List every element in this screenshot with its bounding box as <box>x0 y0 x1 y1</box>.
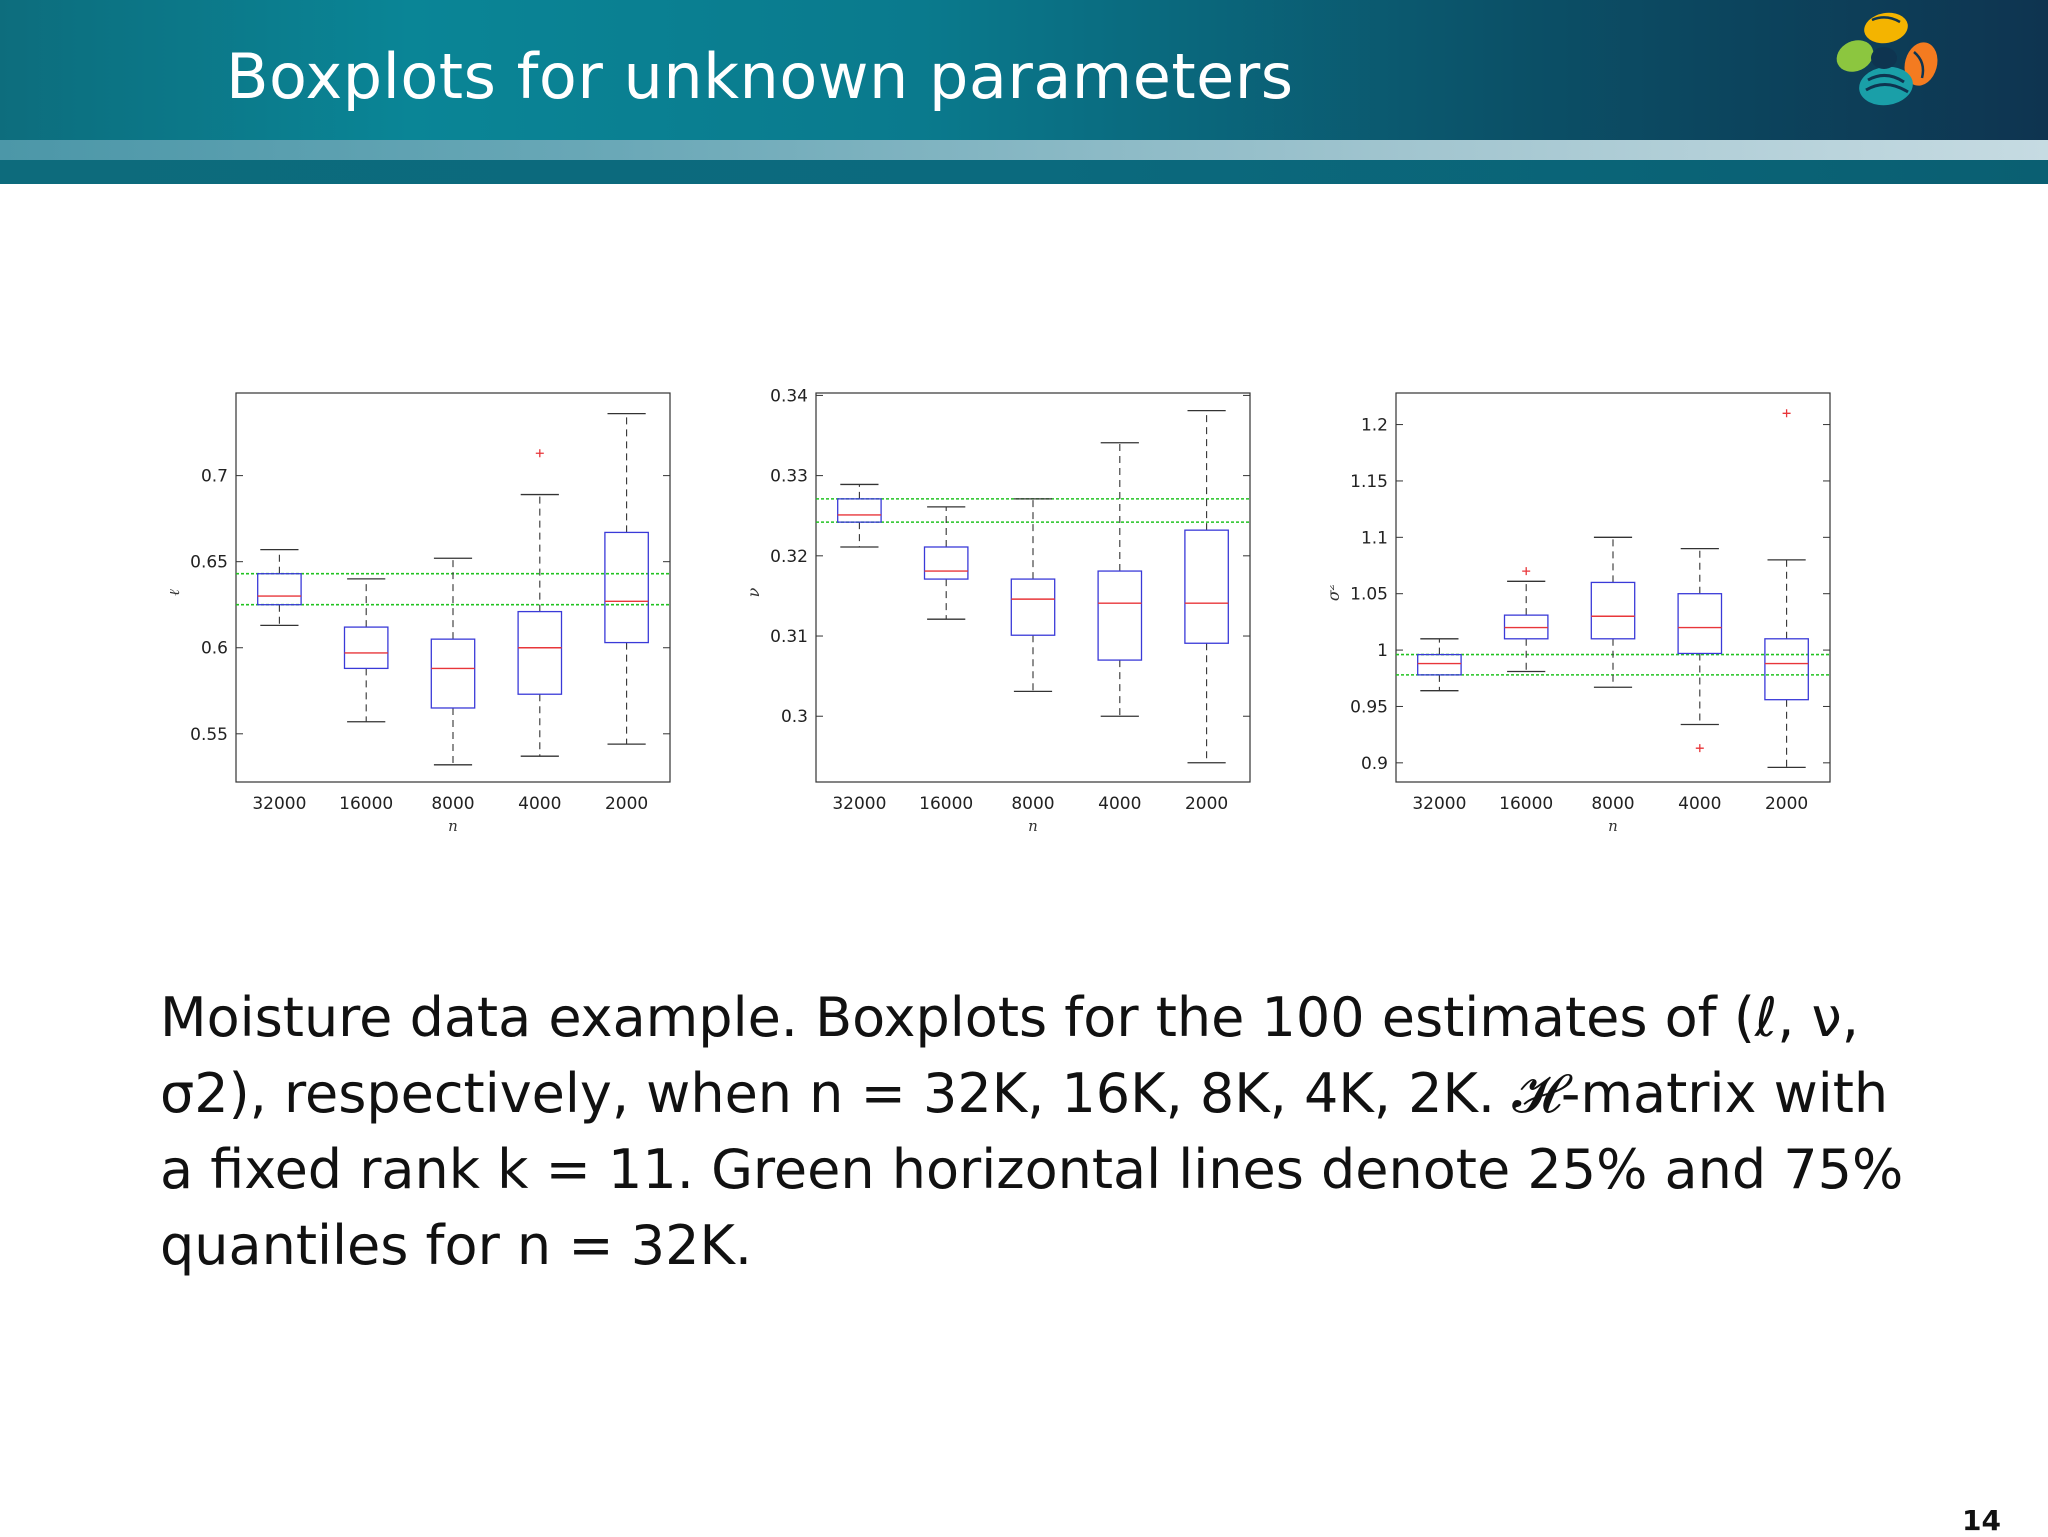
box-2000 <box>1184 529 1229 644</box>
y-tick-label: 0.55 <box>190 725 228 745</box>
y-axis-label: σ² <box>1330 584 1343 601</box>
outlier-marker <box>1782 409 1791 418</box>
y-tick-label: 0.3 <box>781 707 808 727</box>
outlier-marker <box>1522 567 1531 576</box>
box-16000 <box>923 546 969 580</box>
slide-title: Boxplots for unknown parameters <box>226 40 1294 113</box>
x-tick-label: 16000 <box>919 794 973 814</box>
slide-caption: Moisture data example. Boxplots for the … <box>160 986 1904 1277</box>
y-tick-label: 0.7 <box>201 467 228 487</box>
box-32000 <box>257 573 302 606</box>
x-tick-label: 32000 <box>1412 794 1466 814</box>
y-tick-label: 0.65 <box>190 553 228 573</box>
box-2000 <box>604 531 649 644</box>
x-tick-label: 8000 <box>1591 794 1634 814</box>
header-bar <box>0 0 2048 140</box>
x-tick-label: 16000 <box>1499 794 1553 814</box>
plot-frame <box>1395 392 1831 783</box>
y-tick-label: 0.33 <box>770 467 808 487</box>
box-32000 <box>837 498 882 523</box>
y-tick-label: 1 <box>1377 641 1388 661</box>
x-tick-label: 8000 <box>431 794 474 814</box>
box-4000 <box>1097 570 1143 661</box>
x-tick-label: 32000 <box>252 794 306 814</box>
box-8000 <box>430 638 476 709</box>
university-logo-icon <box>1836 12 1938 106</box>
header-stripe <box>0 140 2048 160</box>
y-tick-label: 1.05 <box>1350 585 1388 605</box>
box-8000 <box>1010 578 1056 636</box>
box-32000 <box>1417 653 1462 676</box>
x-axis-label: n <box>448 817 458 835</box>
y-tick-label: 0.9 <box>1361 754 1388 774</box>
x-axis-label: n <box>1608 817 1618 835</box>
y-axis-label: ℓ <box>170 589 183 596</box>
x-tick-label: 2000 <box>605 794 648 814</box>
x-tick-label: 2000 <box>1765 794 1808 814</box>
page-number: 14 <box>1962 1504 2001 1537</box>
y-tick-label: 1.1 <box>1361 528 1388 548</box>
y-tick-label: 0.32 <box>770 547 808 567</box>
box-8000 <box>1590 581 1636 640</box>
boxplot-sigma-squared: 0.9 0.95 1 1.05 1.1 1.15 1.2 32000 16000 8000 4000… <box>1330 392 1831 835</box>
x-tick-label: 4000 <box>518 794 561 814</box>
y-axis-label: ν <box>750 587 763 597</box>
y-tick-label: 1.15 <box>1350 472 1388 492</box>
y-tick-label: 1.2 <box>1361 416 1388 436</box>
x-tick-label: 8000 <box>1011 794 1054 814</box>
x-tick-label: 4000 <box>1678 794 1721 814</box>
x-tick-label: 2000 <box>1185 794 1228 814</box>
x-axis-label: n <box>1028 817 1038 835</box>
header-bottom-band <box>0 160 2048 184</box>
y-tick-label: 0.6 <box>201 639 228 659</box>
outlier-marker <box>535 449 544 458</box>
box-4000 <box>1677 593 1723 655</box>
box-16000 <box>343 626 389 670</box>
boxplot-nu: 0.3 0.31 0.32 0.33 0.34 32000 16000 8000 4000 200… <box>750 386 1251 835</box>
x-tick-label: 16000 <box>339 794 393 814</box>
plot-frame <box>815 392 1251 783</box>
x-tick-label: 32000 <box>832 794 886 814</box>
box-2000 <box>1764 638 1809 701</box>
x-tick-label: 4000 <box>1098 794 1141 814</box>
box-4000 <box>517 610 563 695</box>
boxplot-ell: 0.55 0.6 0.65 0.7 32000 16000 8000 4000 2000 n ℓ <box>170 392 671 835</box>
y-tick-label: 0.31 <box>770 627 808 647</box>
y-tick-label: 0.34 <box>770 386 808 406</box>
y-tick-label: 0.95 <box>1350 697 1388 717</box>
outlier-marker <box>1695 744 1704 753</box>
